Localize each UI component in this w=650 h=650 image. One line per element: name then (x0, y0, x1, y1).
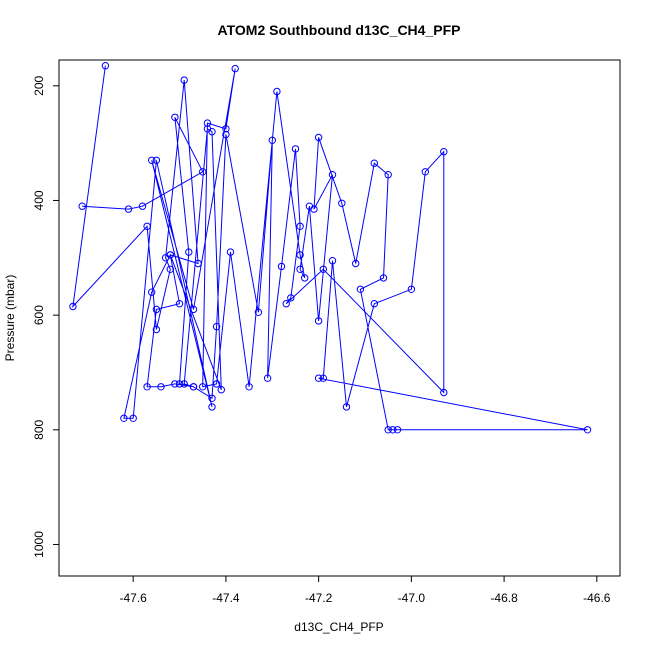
data-point (148, 288, 156, 296)
data-point (222, 130, 230, 139)
data-point (407, 285, 416, 293)
data-point (199, 168, 207, 176)
data-point (296, 265, 304, 273)
data-point (287, 294, 295, 302)
data-point (296, 222, 304, 231)
y-tick-label: 800 (32, 419, 46, 439)
data-point (148, 156, 156, 165)
data-point (124, 205, 133, 213)
data-point (338, 199, 346, 208)
data-point (171, 380, 179, 388)
y-tick-label: 200 (32, 75, 46, 95)
data-point (282, 300, 290, 308)
data-point (384, 426, 392, 434)
data-point (171, 113, 179, 122)
data-point (143, 383, 151, 391)
data-point (440, 388, 448, 397)
data-point (212, 322, 221, 331)
data-point (208, 128, 216, 136)
data-point (129, 414, 137, 422)
chart-title: ATOM2 Southbound d13C_CH4_PFP (218, 22, 461, 38)
data-point (143, 222, 151, 231)
data-point (328, 257, 337, 265)
x-tick-label: -47.0 (398, 591, 426, 605)
data-point (314, 374, 323, 382)
data-point (231, 64, 239, 73)
data-point (175, 380, 184, 388)
data-point (203, 119, 212, 127)
data-point (254, 308, 263, 316)
data-point (138, 202, 147, 210)
data-point (379, 274, 388, 282)
data-point (208, 403, 216, 411)
data-point (296, 251, 304, 259)
data-point (583, 426, 592, 434)
data-point (226, 248, 235, 256)
data-point (175, 300, 184, 308)
series-line (72, 65, 588, 431)
series (69, 61, 592, 434)
data-point (69, 302, 77, 311)
y-tick-label: 400 (32, 190, 46, 210)
x-tick-label: -46.8 (490, 591, 518, 605)
axis-layer: -47.6 -47.4 -47.2 -47.0 -46.8 -46.6 200 400 600 8… (32, 75, 611, 605)
data-point (152, 325, 161, 334)
data-point (273, 87, 281, 96)
data-point (161, 254, 170, 262)
data-point (245, 383, 253, 391)
data-point (157, 383, 165, 391)
data-point (185, 248, 193, 256)
data-point (310, 205, 318, 213)
data-point (370, 300, 378, 308)
data-point (180, 76, 188, 84)
data-point (319, 265, 327, 273)
data-point (291, 145, 300, 153)
data-point (319, 374, 327, 382)
plot-frame (58, 59, 621, 577)
data-point (301, 274, 309, 282)
x-tick-label: -47.2 (305, 591, 333, 605)
data-point (208, 394, 216, 402)
data-point (342, 403, 351, 411)
data-point (166, 265, 175, 273)
data-point (120, 414, 128, 422)
data-point (222, 125, 230, 133)
data-point (268, 136, 276, 145)
data-point (440, 148, 448, 156)
data-point (314, 317, 323, 325)
data-point (101, 61, 110, 70)
data-point (421, 168, 429, 176)
data-point (356, 285, 365, 293)
data-point (277, 262, 286, 271)
data-point (180, 380, 188, 388)
y-axis-label: Pressure (mbar) (3, 275, 17, 362)
data-point (194, 259, 202, 268)
data-point (384, 171, 392, 179)
data-point (212, 380, 221, 388)
data-point (189, 305, 198, 314)
data-point (328, 171, 337, 179)
x-tick-label: -47.4 (212, 591, 240, 605)
data-point (217, 386, 226, 394)
data-point (393, 426, 402, 434)
x-tick-label: -46.6 (583, 591, 611, 605)
y-tick-label: 1000 (32, 531, 46, 558)
x-axis-label: d13C_CH4_PFP (294, 620, 383, 634)
data-point (370, 159, 378, 167)
data-point (352, 259, 360, 268)
series-layer (69, 61, 592, 434)
data-point (189, 383, 198, 391)
x-tick-label: -47.6 (120, 591, 148, 605)
data-point (263, 374, 272, 382)
data-point (78, 202, 86, 210)
data-point (152, 305, 161, 314)
data-point (389, 426, 397, 434)
data-point (152, 156, 161, 165)
data-point (314, 133, 323, 142)
data-point (199, 383, 207, 391)
y-tick-label: 600 (32, 305, 46, 325)
